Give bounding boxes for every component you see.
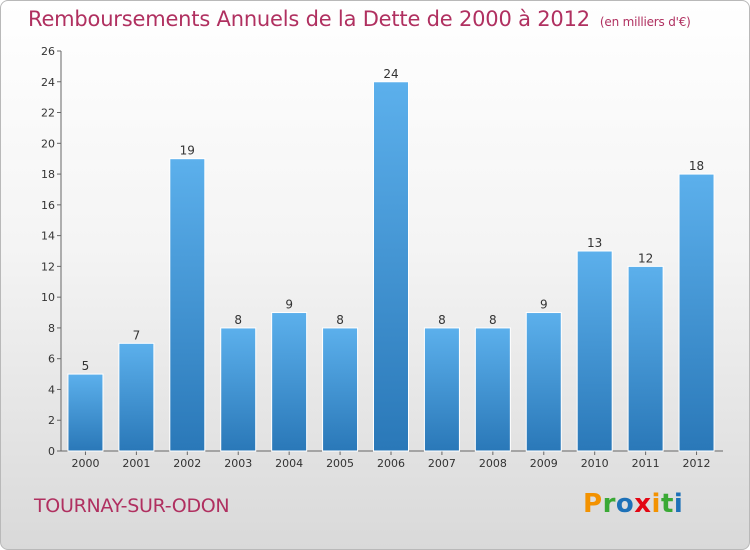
x-tick-label: 2007 <box>428 457 456 470</box>
logo-letter: P <box>583 489 603 519</box>
bar-value-label: 19 <box>180 144 195 158</box>
y-tick-label: 22 <box>41 107 55 120</box>
bar <box>474 327 511 452</box>
logo-letter: i <box>651 489 661 519</box>
bar <box>169 158 206 452</box>
x-tick-label: 2008 <box>479 457 507 470</box>
y-tick-label: 8 <box>48 322 55 335</box>
logo-letter: i <box>673 489 684 519</box>
bar <box>118 342 155 452</box>
bar-value-label: 7 <box>133 328 141 342</box>
bar <box>322 327 359 452</box>
bar <box>627 265 664 452</box>
chart-title: Remboursements Annuels de la Dette de 20… <box>28 7 691 31</box>
y-tick-label: 14 <box>41 230 55 243</box>
commune-name: TOURNAY-SUR-ODON <box>34 495 230 517</box>
logo-letter: x <box>634 489 652 519</box>
bar <box>678 173 715 452</box>
x-tick-label: 2003 <box>224 457 252 470</box>
y-tick-label: 24 <box>41 76 55 89</box>
logo-letter: r <box>602 489 616 519</box>
y-tick-label: 6 <box>48 353 55 366</box>
x-tick-label: 2002 <box>173 457 201 470</box>
bar <box>525 312 562 452</box>
y-tick-label: 0 <box>48 445 55 458</box>
x-tick-label: 2005 <box>326 457 354 470</box>
bar-value-label: 12 <box>638 251 653 265</box>
bar <box>423 327 460 452</box>
logo-letter: t <box>660 489 674 519</box>
y-tick-label: 10 <box>41 291 55 304</box>
bar <box>576 250 613 452</box>
x-tick-label: 2004 <box>275 457 303 470</box>
y-tick-label: 20 <box>41 137 55 150</box>
bar <box>373 81 409 452</box>
y-tick-label: 4 <box>48 383 55 396</box>
y-tick-label: 26 <box>41 45 55 58</box>
bar-value-label: 9 <box>285 298 293 312</box>
bar <box>271 312 308 452</box>
bar <box>220 327 257 452</box>
x-tick-label: 2012 <box>683 457 711 470</box>
chart-title-text: Remboursements Annuels de la Dette de 20… <box>28 7 590 31</box>
x-tick-label: 2011 <box>632 457 660 470</box>
x-tick-label: 2010 <box>581 457 609 470</box>
x-tick-label: 2000 <box>71 457 99 470</box>
logo-letter: o <box>615 489 635 519</box>
y-tick-label: 12 <box>41 260 55 273</box>
bar-value-label: 24 <box>383 67 398 81</box>
bar-value-label: 9 <box>540 298 548 312</box>
bar-value-label: 5 <box>82 359 90 373</box>
x-tick-label: 2009 <box>530 457 558 470</box>
bar-value-label: 8 <box>234 313 242 327</box>
x-tick-label: 2006 <box>377 457 405 470</box>
y-tick-label: 2 <box>48 414 55 427</box>
bar-value-label: 8 <box>489 313 497 327</box>
bar <box>67 373 104 452</box>
proxiti-logo: Proxiti <box>583 489 683 519</box>
bar-value-label: 8 <box>438 313 446 327</box>
x-tick-label: 2001 <box>122 457 150 470</box>
y-tick-label: 18 <box>41 168 55 181</box>
bar-value-label: 13 <box>587 236 602 250</box>
chart-unit-label: (en milliers d'€) <box>599 15 691 29</box>
bar-value-label: 8 <box>336 313 344 327</box>
bar-value-label: 18 <box>689 159 704 173</box>
y-tick-label: 16 <box>41 199 55 212</box>
